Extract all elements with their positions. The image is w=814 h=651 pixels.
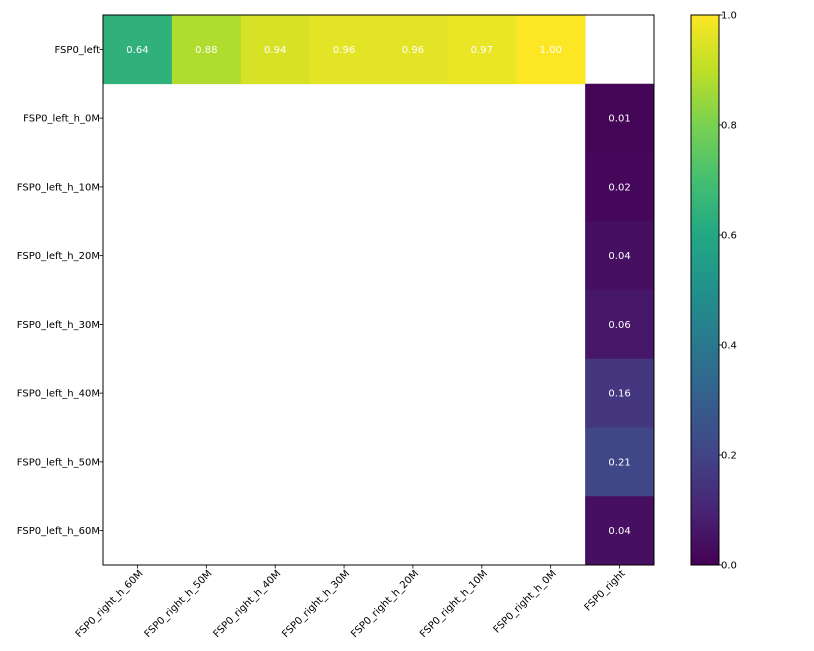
cell-value-label: 0.04 <box>608 526 630 537</box>
heatmap-cell-labels: 0.64 0.88 0.94 0.96 0.96 0.97 1.00 0.01 0.02 0.04… <box>126 45 630 537</box>
heatmap-cell <box>103 15 173 85</box>
x-tick-label: FSP0_right <box>583 568 628 613</box>
y-tick-label: FSP0_left_h_60M <box>17 526 100 537</box>
heatmap-cell <box>240 15 311 85</box>
heatmap-cell <box>447 15 517 85</box>
x-tick-label: FSP0_right_h_0M <box>492 568 559 635</box>
cell-value-label: 0.88 <box>195 45 217 56</box>
heatmap-cell <box>585 496 655 566</box>
y-tick-label: FSP0_left_h_20M <box>17 251 100 262</box>
x-tick-label: FSP0_right_h_40M <box>212 568 284 640</box>
colorbar: 0.0 0.2 0.4 0.6 0.8 1.0 <box>690 11 737 572</box>
cell-value-label: 0.21 <box>608 457 630 468</box>
heatmap-cell <box>585 221 655 291</box>
heatmap-cell <box>585 290 655 360</box>
heatmap-cell <box>585 427 655 497</box>
heatmap-cell <box>516 15 586 85</box>
cell-value-label: 0.97 <box>471 45 493 56</box>
cell-value-label: 0.04 <box>608 251 630 262</box>
cell-value-label: 0.96 <box>333 45 355 56</box>
colorbar-gradient <box>690 14 720 566</box>
y-tick-label: FSP0_left_h_0M <box>23 114 100 125</box>
cell-value-label: 0.64 <box>126 45 148 56</box>
y-tick-label: FSP0_left_h_50M <box>17 457 100 468</box>
heatmap-cell <box>585 83 655 153</box>
colorbar-tick-label: 0.2 <box>721 451 737 462</box>
y-tick-label: FSP0_left_h_10M <box>17 182 100 193</box>
heatmap-cell <box>585 358 655 428</box>
cell-value-label: 0.16 <box>608 389 630 400</box>
cell-value-label: 1.00 <box>540 45 562 56</box>
colorbar-tick-label: 0.4 <box>721 341 737 352</box>
y-axis-ticks: FSP0_left FSP0_left_h_0M FSP0_left_h_10M FS… <box>17 45 103 537</box>
colorbar-tick-label: 0.8 <box>721 121 737 132</box>
cell-value-label: 0.02 <box>608 182 630 193</box>
x-tick-label: FSP0_right_h_20M <box>349 568 421 640</box>
cell-value-label: 0.96 <box>402 45 424 56</box>
plot-frame <box>102 14 655 566</box>
y-tick-label: FSP0_left_h_30M <box>17 320 100 331</box>
colorbar-ticks: 0.0 0.2 0.4 0.6 0.8 1.0 <box>719 11 737 572</box>
cell-value-label: 0.01 <box>608 114 630 125</box>
x-tick-label: FSP0_right_h_60M <box>74 568 146 640</box>
colorbar-tick-label: 0.6 <box>721 231 737 242</box>
heatmap-cell <box>171 15 242 85</box>
x-tick-label: FSP0_right_h_30M <box>280 568 352 640</box>
heatmap-cell <box>378 15 448 85</box>
x-axis-ticks: FSP0_right_h_60MFSP0_right_h_50MFSP0_rig… <box>74 565 628 640</box>
heatmap-cells <box>103 15 655 566</box>
cell-value-label: 0.94 <box>264 45 286 56</box>
x-tick-label: FSP0_right_h_50M <box>143 568 215 640</box>
colorbar-tick-label: 0.0 <box>721 561 737 572</box>
heatmap-cell <box>309 15 379 85</box>
colorbar-tick-label: 1.0 <box>721 11 737 22</box>
heatmap-cell <box>585 152 655 222</box>
x-tick-label: FSP0_right_h_10M <box>418 568 490 640</box>
y-tick-label: FSP0_left <box>54 45 100 56</box>
cell-value-label: 0.06 <box>608 320 630 331</box>
y-tick-label: FSP0_left_h_40M <box>17 389 100 400</box>
